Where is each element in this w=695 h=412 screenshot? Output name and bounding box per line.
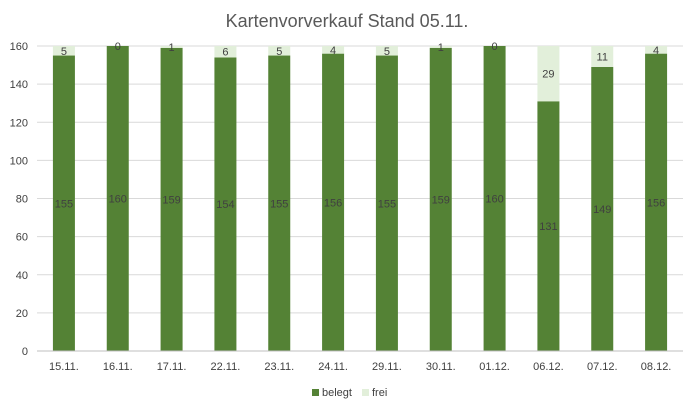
y-tick-label: 120 bbox=[10, 117, 28, 129]
data-label-belegt: 155 bbox=[270, 198, 288, 210]
x-tick-label: 23.11. bbox=[264, 361, 294, 373]
bar-belegt bbox=[268, 55, 291, 351]
x-tick-label: 08.12. bbox=[641, 361, 672, 373]
y-tick-label: 160 bbox=[10, 41, 28, 53]
bar-belegt bbox=[160, 47, 183, 351]
data-label-frei: 29 bbox=[542, 69, 554, 81]
gridlines bbox=[37, 45, 683, 352]
data-label-frei: 6 bbox=[222, 47, 228, 59]
data-label-frei: 4 bbox=[653, 45, 659, 57]
data-label-belegt: 154 bbox=[216, 199, 234, 211]
x-tick-label: 29.11. bbox=[372, 361, 402, 373]
bar-belegt bbox=[537, 101, 560, 351]
data-label-frei: 5 bbox=[276, 46, 282, 58]
x-axis: 15.11. 16.11. 17.11. 22.11. 23.11. 24.11. 29.1… bbox=[37, 350, 683, 373]
data-labels: 155 5 160 0 159 1 154 6 155 5 156 4 155 5 159 1 160 0 131 2… bbox=[55, 41, 666, 233]
bar-belegt bbox=[214, 57, 237, 351]
bar-belegt bbox=[429, 47, 452, 351]
data-label-frei: 4 bbox=[330, 45, 336, 57]
x-tick-label: 07.12. bbox=[587, 361, 618, 373]
data-label-belegt: 160 bbox=[109, 194, 127, 206]
x-tick-label: 30.11. bbox=[426, 361, 456, 373]
bar-frei bbox=[645, 46, 668, 54]
bar-belegt bbox=[52, 55, 75, 351]
y-tick-label: 140 bbox=[10, 79, 28, 91]
y-tick-label: 20 bbox=[16, 308, 28, 320]
bar-belegt bbox=[322, 53, 345, 351]
bar-belegt bbox=[483, 46, 506, 351]
data-label-frei: 1 bbox=[169, 42, 175, 54]
data-label-frei: 0 bbox=[115, 41, 121, 53]
legend-swatch-belegt bbox=[312, 389, 319, 396]
x-tick-label: 24.11. bbox=[318, 361, 348, 373]
bars bbox=[52, 46, 668, 351]
data-label-belegt: 156 bbox=[647, 197, 665, 209]
data-label-frei: 1 bbox=[438, 42, 444, 54]
y-tick-label: 80 bbox=[16, 194, 28, 206]
data-label-belegt: 149 bbox=[593, 204, 611, 216]
bar-frei bbox=[429, 46, 452, 48]
x-tick-label: 16.11. bbox=[103, 361, 133, 373]
bar-frei bbox=[537, 46, 560, 102]
bar-frei bbox=[160, 46, 183, 48]
y-tick-label: 60 bbox=[16, 232, 28, 244]
y-tick-label: 40 bbox=[16, 270, 28, 282]
bar-frei bbox=[214, 46, 237, 58]
data-label-belegt: 159 bbox=[162, 194, 180, 206]
bar-frei bbox=[375, 46, 398, 56]
bar-frei bbox=[322, 46, 345, 54]
bar-belegt bbox=[645, 53, 668, 351]
bar-belegt bbox=[106, 46, 129, 351]
data-label-belegt: 155 bbox=[378, 198, 396, 210]
bar-belegt bbox=[591, 66, 614, 351]
chart-title: Kartenvorverkauf Stand 05.11. bbox=[226, 11, 469, 31]
legend: belegt frei bbox=[312, 387, 387, 399]
y-tick-label: 100 bbox=[10, 155, 28, 167]
data-label-belegt: 159 bbox=[432, 194, 450, 206]
y-axis: 0 20 40 60 80 100 120 140 160 bbox=[10, 41, 28, 358]
x-tick-label: 06.12. bbox=[533, 361, 564, 373]
legend-label-belegt: belegt bbox=[322, 387, 352, 399]
data-label-belegt: 160 bbox=[485, 194, 503, 206]
bar-frei bbox=[52, 46, 75, 56]
bar-frei bbox=[591, 46, 614, 67]
data-label-belegt: 155 bbox=[55, 198, 73, 210]
data-label-frei: 5 bbox=[384, 46, 390, 58]
bar-belegt bbox=[375, 55, 398, 351]
x-tick-label: 17.11. bbox=[157, 361, 187, 373]
legend-label-frei: frei bbox=[372, 387, 387, 399]
data-label-belegt: 131 bbox=[539, 221, 557, 233]
data-label-frei: 11 bbox=[597, 51, 608, 63]
y-tick-label: 0 bbox=[22, 346, 28, 358]
data-label-belegt: 156 bbox=[324, 197, 342, 209]
x-tick-label: 15.11. bbox=[49, 361, 79, 373]
bar-frei bbox=[268, 46, 291, 56]
x-tick-label: 22.11. bbox=[211, 361, 241, 373]
data-label-frei: 0 bbox=[492, 41, 498, 53]
legend-swatch-frei bbox=[362, 389, 369, 396]
data-label-frei: 5 bbox=[61, 46, 67, 58]
x-tick-label: 01.12. bbox=[479, 361, 510, 373]
